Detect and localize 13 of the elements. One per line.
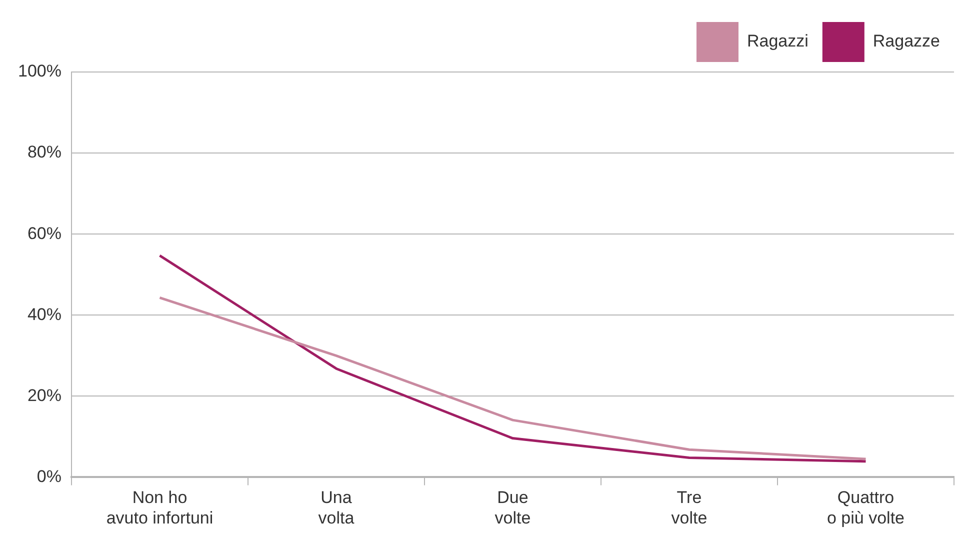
legend-label: Ragazzi <box>746 32 808 51</box>
x-tick-label: Una volta <box>318 488 355 528</box>
legend-label: Ragazze <box>872 32 940 51</box>
y-tick-label: 100% <box>18 62 62 81</box>
x-tick-label: Tre volte <box>671 488 708 528</box>
y-tick-label: 40% <box>27 304 62 324</box>
x-tick-label: Quattro o più volte <box>827 488 904 528</box>
y-tick-label: 80% <box>27 142 62 162</box>
y-tick-label: 60% <box>27 224 62 243</box>
y-tick-label: 0% <box>36 466 62 486</box>
x-tick-label: Non ho avuto infortuni <box>106 488 214 528</box>
x-tick-label: Due volte <box>494 488 531 528</box>
y-tick-label: 20% <box>27 386 62 405</box>
